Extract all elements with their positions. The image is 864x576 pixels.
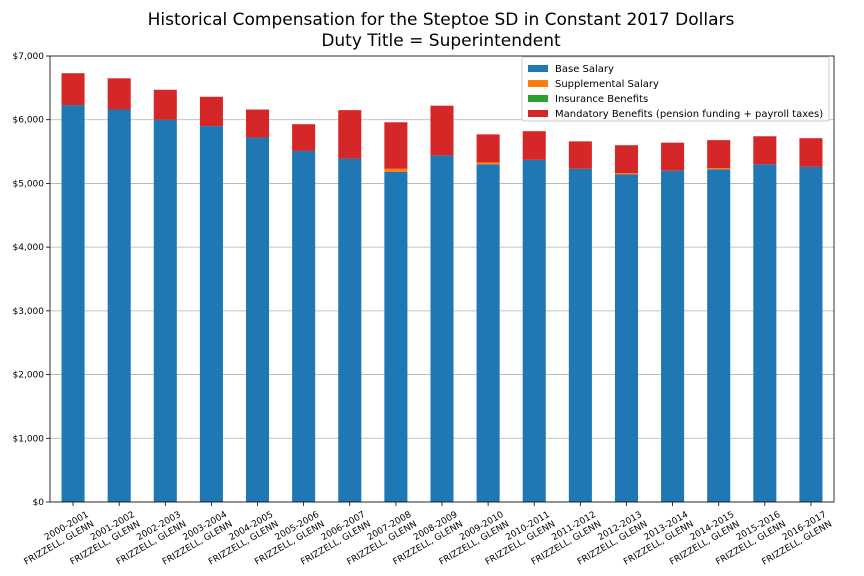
bar-segment <box>799 166 823 502</box>
chart-subtitle: Duty Title = Superintendent <box>321 31 561 51</box>
bar-segment <box>246 109 270 138</box>
y-tick-label: $3,000 <box>13 307 45 317</box>
bar-segment <box>614 174 638 502</box>
bar-segment <box>568 141 592 169</box>
bar-segment <box>614 145 638 174</box>
legend-box <box>521 56 830 122</box>
y-tick-label: $5,000 <box>13 179 45 189</box>
bar-segment <box>292 150 316 503</box>
legend-swatch <box>528 65 548 72</box>
legend-swatch <box>528 110 548 117</box>
legend-label: Supplemental Salary <box>555 79 659 90</box>
y-axis: $0 $1,000 $2,000 $3,000 $4,000 $5,000 $6,000 $7… <box>13 52 50 508</box>
bar-segment <box>384 168 408 172</box>
bar-segment <box>476 162 500 165</box>
bar-segment <box>476 134 500 163</box>
legend-swatch <box>528 95 548 102</box>
bar-segment <box>61 105 85 502</box>
bar-segment <box>338 110 362 159</box>
legend: Base Salary Supplemental Salary Insurance … <box>521 56 830 122</box>
y-tick-label: $1,000 <box>13 434 45 444</box>
bar-segment <box>476 164 500 503</box>
legend-label: Mandatory Benefits (pension funding + pa… <box>555 109 823 120</box>
y-tick-label: $4,000 <box>13 243 45 253</box>
bar-segment <box>799 138 823 167</box>
bar-segment <box>153 89 177 120</box>
bar-segment <box>430 105 454 156</box>
bar-segment <box>614 173 638 175</box>
bar-segment <box>707 169 731 502</box>
bar-segment <box>384 171 408 502</box>
bar-segment <box>430 155 454 502</box>
bar-segment <box>199 126 223 502</box>
bar-segment <box>384 122 408 169</box>
bar-segment <box>661 170 685 502</box>
bar-segment <box>753 136 777 165</box>
legend-label: Insurance Benefits <box>555 94 648 105</box>
bar-segment <box>338 158 362 502</box>
bar-segment <box>707 168 731 170</box>
bar-segment <box>568 168 592 502</box>
y-tick-label: $0 <box>33 498 45 508</box>
bar-segment <box>522 131 546 160</box>
bar-segment <box>292 124 316 151</box>
y-tick-label: $6,000 <box>13 116 45 126</box>
bar-segment <box>707 140 731 169</box>
bar-segment <box>661 142 685 171</box>
y-tick-label: $7,000 <box>13 52 45 62</box>
bar-segment <box>522 159 546 502</box>
chart-title: Historical Compensation for the Steptoe … <box>148 10 735 30</box>
bar-segment <box>246 137 270 502</box>
bar-segment <box>153 119 177 502</box>
y-tick-label: $2,000 <box>13 371 45 381</box>
legend-label: Base Salary <box>555 64 614 75</box>
bar-segment <box>61 73 85 106</box>
bar-segment <box>107 109 131 503</box>
legend-swatch <box>528 80 548 87</box>
bar-segment <box>199 96 223 127</box>
bars <box>61 73 823 503</box>
bar-segment <box>753 164 777 503</box>
bar-segment <box>107 78 131 110</box>
